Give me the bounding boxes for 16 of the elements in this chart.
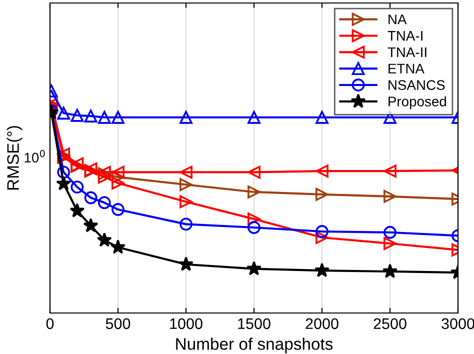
y-axis-title: RMSE(°)	[6, 126, 22, 190]
x-tick-label: 1500	[238, 318, 270, 330]
legend-label: TNA-II	[388, 47, 426, 58]
x-tick-label: 2000	[306, 318, 338, 330]
text: 10$^{0}$	[24, 150, 45, 163]
x-axis-title: Number of snapshots	[176, 338, 333, 354]
x-tick-label: 1000	[170, 318, 202, 330]
legend-label: NSANCS	[388, 80, 445, 90]
x-tick-label: 3000	[442, 318, 474, 330]
x-tick-label: 0	[46, 318, 54, 330]
legend-label: Proposed	[388, 96, 446, 110]
x-tick-label: 2500	[374, 318, 406, 330]
legend-label: NA	[388, 14, 407, 24]
legend-label: ETNA	[388, 64, 424, 74]
legend-label: TNA-I	[388, 31, 422, 41]
x-tick-label: 500	[106, 318, 130, 330]
